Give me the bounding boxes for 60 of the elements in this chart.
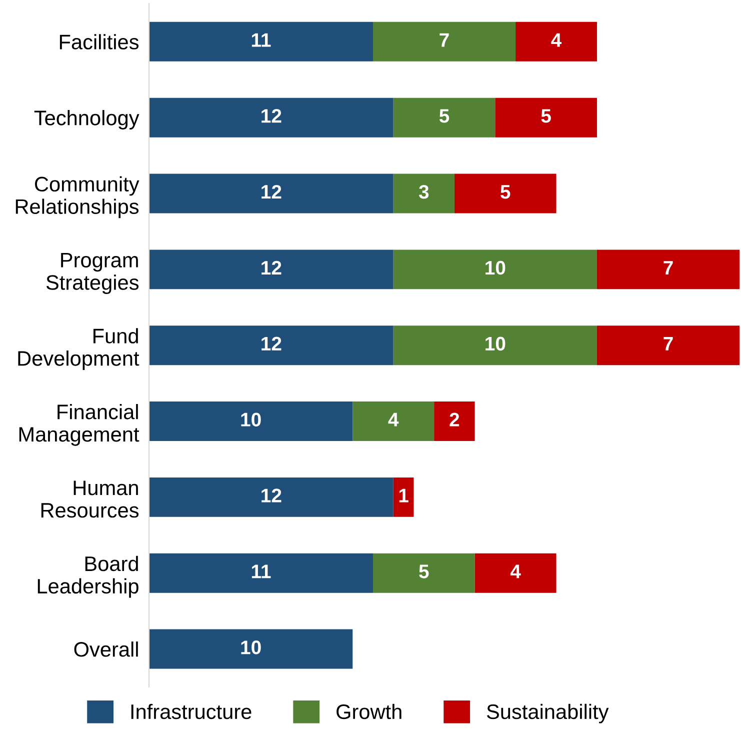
y-tick-label: Technology bbox=[34, 110, 140, 130]
legend-label: Growth bbox=[336, 704, 402, 720]
data-label: 10 bbox=[241, 640, 261, 654]
bar bbox=[372, 553, 475, 593]
bar bbox=[149, 22, 373, 62]
bar bbox=[149, 553, 373, 593]
legend-label: Sustainability bbox=[486, 704, 609, 724]
bar bbox=[596, 250, 740, 290]
bar bbox=[393, 250, 597, 290]
bar bbox=[149, 402, 353, 442]
data-label: 12 bbox=[262, 488, 282, 502]
data-label: 7 bbox=[664, 337, 673, 350]
data-label: 10 bbox=[486, 260, 506, 275]
bar bbox=[149, 174, 394, 214]
y-tick-label: Human Resources bbox=[41, 480, 139, 518]
data-label: 11 bbox=[252, 33, 271, 47]
data-label: 5 bbox=[439, 109, 450, 123]
bar bbox=[149, 477, 394, 517]
bar bbox=[149, 98, 394, 138]
bar bbox=[393, 98, 496, 138]
bar bbox=[474, 553, 556, 593]
bar bbox=[352, 402, 434, 442]
bar bbox=[393, 477, 414, 517]
data-label: 11 bbox=[252, 564, 271, 578]
data-label: 5 bbox=[419, 564, 429, 578]
data-label: 5 bbox=[500, 185, 510, 199]
data-label: 1 bbox=[399, 488, 408, 502]
bar bbox=[393, 174, 454, 214]
data-label: 5 bbox=[541, 109, 551, 123]
bar bbox=[149, 326, 394, 366]
data-label: 7 bbox=[664, 261, 673, 274]
bar bbox=[372, 22, 516, 62]
bar bbox=[393, 326, 597, 366]
data-label: 2 bbox=[450, 412, 460, 426]
bar bbox=[149, 250, 394, 290]
data-label: 4 bbox=[510, 564, 521, 578]
data-label: 12 bbox=[262, 184, 282, 199]
data-label: 4 bbox=[551, 33, 562, 47]
data-label: 7 bbox=[440, 33, 449, 47]
y-tick-label: Fund Development bbox=[18, 328, 140, 370]
data-label: 10 bbox=[486, 336, 506, 351]
y-tick-label: Community Relationships bbox=[16, 176, 140, 218]
y-tick-label: Program Strategies bbox=[46, 252, 139, 294]
data-label: 12 bbox=[262, 336, 282, 350]
legend-label: Infrastructure bbox=[131, 704, 252, 720]
bar bbox=[596, 326, 740, 366]
bar bbox=[454, 174, 556, 214]
data-label: 12 bbox=[262, 109, 282, 123]
bar bbox=[495, 98, 597, 138]
bar bbox=[149, 629, 353, 669]
data-label: 10 bbox=[241, 412, 261, 426]
y-tick-label: Board Leadership bbox=[38, 556, 138, 598]
data-label: 12 bbox=[262, 260, 282, 274]
data-label: 4 bbox=[388, 412, 399, 426]
bar bbox=[516, 22, 597, 62]
y-tick-label: Overall bbox=[74, 641, 138, 657]
data-label: 3 bbox=[418, 184, 429, 199]
y-tick-label: Financial Management bbox=[19, 404, 140, 446]
bar bbox=[434, 402, 475, 442]
y-tick-label: Facilities bbox=[60, 34, 139, 50]
